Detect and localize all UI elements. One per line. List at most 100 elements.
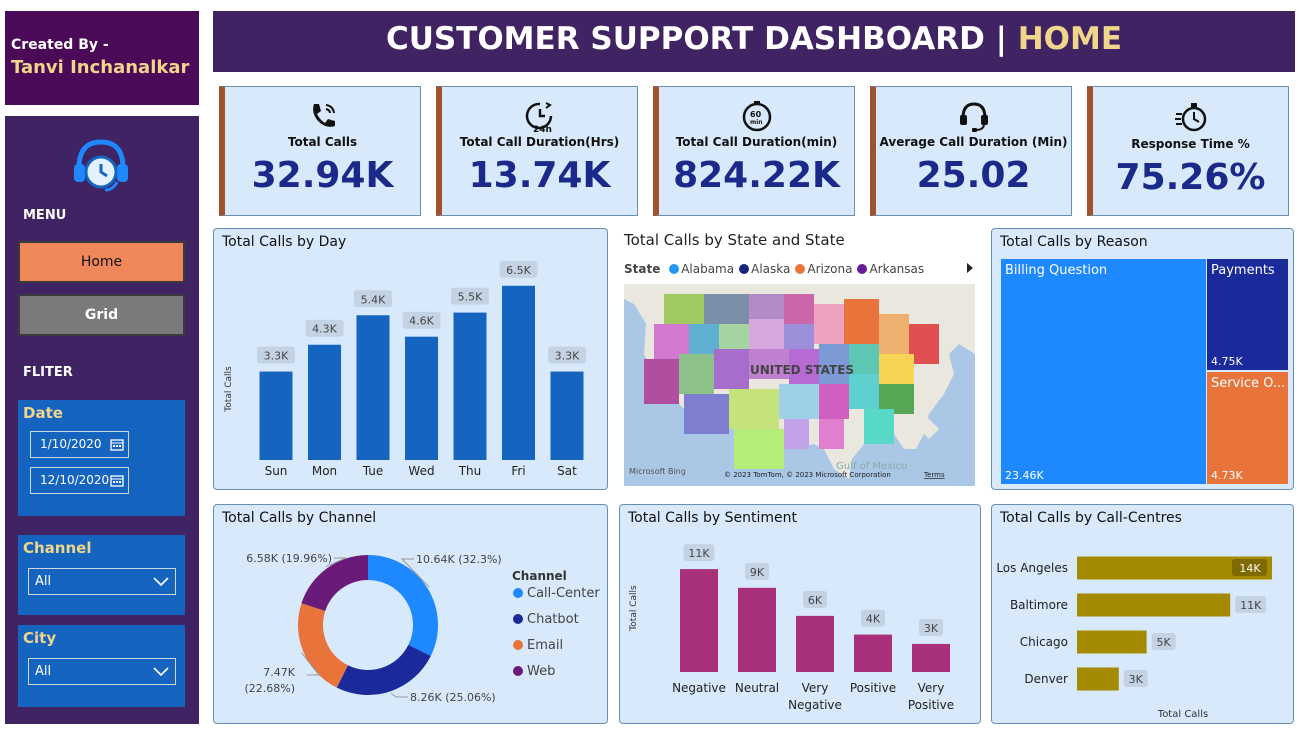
map-legend-label: Arizona xyxy=(807,262,853,276)
city-select[interactable]: All xyxy=(28,658,176,685)
data-label-bg xyxy=(1123,670,1148,687)
legend-label: Chatbot xyxy=(527,612,579,627)
y-tick-label: Los Angeles xyxy=(996,561,1068,575)
bar-very-negative xyxy=(796,615,834,672)
x-tick-label: Tue xyxy=(362,464,384,478)
map-gulf-label: Gulf of Mexico xyxy=(836,461,907,472)
treemap-tile-label: Service O... xyxy=(1211,376,1286,391)
calendar-icon xyxy=(110,475,124,487)
x-tick-label: Fri xyxy=(511,464,525,478)
kpi-value: 13.74K xyxy=(468,155,611,196)
treemap-tile-service-outage[interactable]: Service O... 4.73K xyxy=(1207,372,1288,484)
kpi-label: Total Call Duration(Hrs) xyxy=(459,135,620,149)
x-tick-label: Very xyxy=(918,681,945,695)
map-legend-title: State xyxy=(624,262,661,276)
x-tick-label: Thu xyxy=(458,464,482,478)
donut-slice-web xyxy=(301,555,368,612)
y-axis-label: Total Calls xyxy=(224,366,234,413)
data-label-bg xyxy=(745,562,769,580)
data-label: 3.3K xyxy=(555,350,580,363)
calls-by-day-card: Total Calls by Day Total Calls 3.3K Sun 4.… xyxy=(213,228,608,490)
filter-label: FLITER xyxy=(23,365,73,380)
data-label: 5K xyxy=(1157,636,1172,649)
leader-line xyxy=(325,557,347,568)
treemap-tile-billing-question[interactable]: Billing Question 23.46K xyxy=(1001,259,1206,484)
data-label: 8.26K (25.06%) xyxy=(410,691,496,704)
calls-by-call-centres-card: Total Calls by Call-Centres Total Calls … xyxy=(991,504,1294,724)
data-label-bg xyxy=(548,346,586,364)
grid-button[interactable]: Grid xyxy=(18,294,185,336)
legend-label: Email xyxy=(527,638,563,653)
data-label: (22.68%) xyxy=(244,682,295,695)
legend-dot-icon xyxy=(857,264,868,274)
data-label-bg xyxy=(1151,633,1176,650)
data-label-bg xyxy=(402,311,441,329)
svg-text:min: min xyxy=(750,119,763,126)
kpi-average-call-duration: Average Call Duration (Min) 25.02 xyxy=(870,86,1072,216)
treemap-tile-label: Billing Question xyxy=(1005,263,1108,278)
kpi-label: Average Call Duration (Min) xyxy=(879,135,1068,149)
creator-banner: Created By - Tanvi Inchanalkar xyxy=(5,11,199,105)
chart-title: Total Calls by Sentiment xyxy=(628,510,798,526)
x-tick-label: Positive xyxy=(908,698,954,712)
map-legend-item[interactable]: Alaska xyxy=(739,262,790,276)
date-filter: Date 1/10/2020 12/10/2020 xyxy=(18,400,185,516)
map-legend-item[interactable]: Alabama xyxy=(669,262,734,276)
city-filter-label: City xyxy=(23,629,57,647)
legend-next-arrow-icon[interactable] xyxy=(966,263,974,273)
calls-by-call-centres-chart: Total Calls Los Angeles 14K Baltimore 11K Ch… xyxy=(996,556,1272,720)
data-label-bg xyxy=(683,544,715,562)
data-label: 10.64K (32.3%) xyxy=(416,553,502,566)
bar-very-positive xyxy=(912,643,950,672)
kpi-value: 32.94K xyxy=(251,155,394,196)
chart-title: Total Calls by Reason xyxy=(1000,234,1148,250)
y-tick-label: Chicago xyxy=(1020,635,1068,649)
treemap-tile-label: Payments xyxy=(1211,263,1275,278)
map-legend-item[interactable]: Arizona xyxy=(795,262,852,276)
end-date-input[interactable]: 12/10/2020 xyxy=(30,467,129,494)
data-label-bg xyxy=(1235,596,1267,613)
x-tick-label: Negative xyxy=(672,681,726,695)
data-label-bg xyxy=(305,319,344,337)
treemap-tile-payments[interactable]: Payments 4.75K xyxy=(1207,259,1288,370)
bar-wed xyxy=(405,336,438,460)
y-axis-label: Total Calls xyxy=(629,585,639,632)
menu-label: MENU xyxy=(23,208,67,223)
data-label: 4K xyxy=(866,613,881,626)
stopwatch-icon xyxy=(1174,103,1206,132)
treemap-tile-value: 4.73K xyxy=(1211,469,1243,482)
kpi-total-call-duration-min: 60 min Total Call Duration(min) 824.22K xyxy=(653,86,855,216)
data-label: 9K xyxy=(750,566,765,579)
support-clock-icon xyxy=(74,139,128,192)
creator-caption: Created By - xyxy=(11,37,109,53)
channel-select[interactable]: All xyxy=(28,568,176,595)
legend-dot-icon xyxy=(513,588,523,598)
donut-slice-call-center xyxy=(368,555,438,656)
us-map[interactable]: UNITED STATES Gulf of Mexico Microsoft B… xyxy=(624,284,975,486)
y-tick-label: Denver xyxy=(1024,672,1068,686)
start-date-input[interactable]: 1/10/2020 xyxy=(30,431,129,458)
bar-baltimore xyxy=(1077,593,1231,617)
map-terms-link[interactable]: Terms xyxy=(923,471,945,479)
data-label: 3.3K xyxy=(264,350,289,363)
leader-line xyxy=(390,692,408,698)
data-label: 7.47K xyxy=(263,666,295,679)
page-title: CUSTOMER SUPPORT DASHBOARD | HOME xyxy=(213,11,1295,72)
x-tick-label: Neutral xyxy=(735,681,779,695)
map-bing-logo: Microsoft Bing xyxy=(629,467,686,476)
bar-mon xyxy=(308,344,341,460)
map-attribution: © 2023 TomTom, © 2023 Microsoft Corporat… xyxy=(724,471,891,479)
map-legend: State Alabama Alaska Arizona Arkansas xyxy=(624,262,924,276)
bar-neutral xyxy=(738,587,776,672)
map-legend-item[interactable]: Arkansas xyxy=(857,262,924,276)
chevron-down-icon xyxy=(153,577,169,587)
bar-chicago xyxy=(1077,630,1147,654)
x-tick-label: Positive xyxy=(850,681,896,695)
home-button[interactable]: Home xyxy=(18,241,185,283)
24h-clock-icon: 24h xyxy=(525,102,552,133)
bar-sat xyxy=(550,371,584,460)
kpi-value: 25.02 xyxy=(916,155,1031,196)
sidebar: MENU Home Grid FLITER Date 1/10/2020 12/… xyxy=(5,116,199,724)
x-tick-label: Wed xyxy=(408,464,434,478)
leader-line xyxy=(400,558,430,588)
